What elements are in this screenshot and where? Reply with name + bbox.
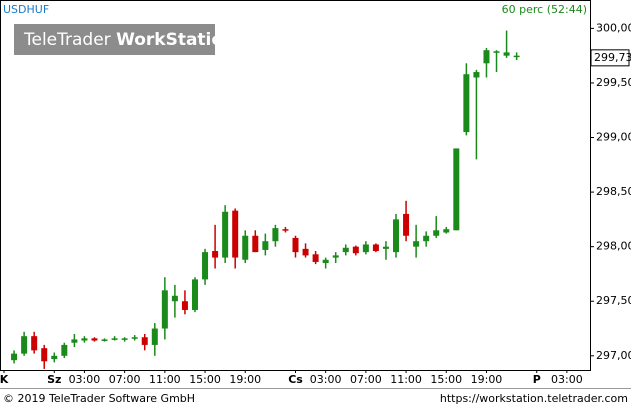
candle-body [101,339,108,341]
candle-body [473,72,480,78]
y-tick-label: 297,00 [596,349,631,362]
candle-body [382,246,389,249]
candle-body [171,295,178,302]
x-tick-label: K [0,373,9,386]
candle-body [232,210,239,258]
x-tick-label: 15:00 [189,373,221,386]
candle-body [513,55,520,58]
candle-body [21,336,28,354]
candle-body [181,301,188,310]
interval: 60 perc (52:44) [502,3,587,16]
candle-body [151,328,158,345]
candle-body [362,244,369,253]
x-tick-label: 03:00 [310,373,342,386]
candle-body [403,213,410,236]
candle-body [31,336,38,351]
candle-body [41,348,48,362]
candle-body [272,228,279,242]
plot-frame [0,0,591,371]
candle-body [322,259,329,264]
candle-body [222,211,229,258]
candle-body [242,235,249,260]
candle-body [433,230,440,236]
candle-body [212,251,219,258]
x-tick-label: Sz [47,373,61,386]
candle-body [131,337,138,339]
logo-box [14,24,215,55]
candle-body [121,338,128,340]
symbol: USDHUF [3,3,49,16]
x-tick-label: 07:00 [350,373,382,386]
y-tick-label: 299,00 [596,131,631,144]
candle-body [352,246,359,254]
y-tick-label: 300,00 [596,21,631,34]
candle-body [312,254,319,262]
x-tick-label: 03:00 [551,373,583,386]
y-tick-label: 298,00 [596,240,631,253]
x-tick-label: 19:00 [471,373,503,386]
candle-body [81,338,88,341]
footer-left: © 2019 TeleTrader Software GmbH [3,392,195,405]
x-tick-label: Cs [288,373,303,386]
x-tick-label: 19:00 [229,373,261,386]
candle-body [302,248,309,256]
candle-body [51,355,58,360]
logo: TeleTrader WorkStation [23,30,235,50]
candle-body [11,353,18,361]
last-value-label: 299,73 [594,51,631,64]
candle-body [202,252,209,280]
y-tick-label: 299,50 [596,76,631,89]
x-tick-label: 11:00 [390,373,422,386]
x-tick-label: 03:00 [69,373,101,386]
candle-body [393,219,400,253]
candle-body [463,74,470,133]
candle-body [413,241,420,247]
candle-body [71,339,78,343]
last-value-box [590,49,630,67]
candle-body [252,235,259,253]
candle-body [503,52,510,56]
x-tick-label: 11:00 [149,373,181,386]
candle-body [282,229,289,231]
candle-body [453,148,460,231]
candle-body [191,279,198,310]
footer-right: https://workstation.teletrader.com [440,392,628,405]
y-tick-label: 297,50 [596,294,631,307]
logo-product: WorkStation [116,30,235,50]
x-tick-label: P [533,373,541,386]
candle-body [111,338,118,340]
candle-body [141,337,148,345]
candle-body [161,290,168,329]
candle-body [342,247,349,253]
y-tick-label: 298,50 [596,185,631,198]
candle-body [91,338,98,341]
candle-body [372,244,379,252]
candle-body [332,255,339,258]
candle-body [423,235,430,242]
candle-body [61,344,68,356]
candle-body [292,237,299,253]
logo-brand: TeleTrader [23,30,111,50]
x-tick-label: 07:00 [109,373,141,386]
candle-body [483,50,490,64]
x-tick-label: 15:00 [430,373,462,386]
candle-body [262,241,269,250]
candle-body [443,229,450,233]
candle-body [493,51,500,53]
